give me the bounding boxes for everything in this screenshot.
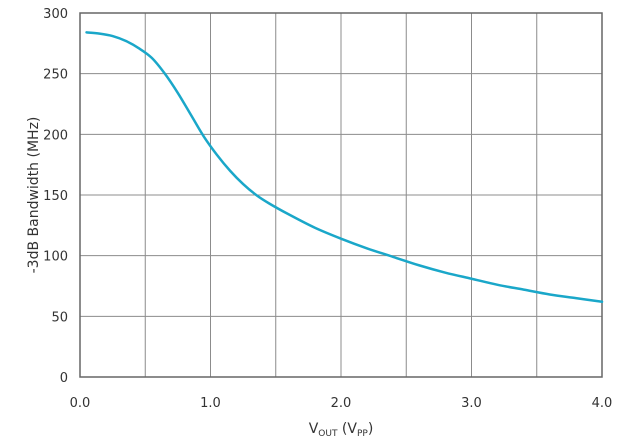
series-layer [85,31,604,304]
y-axis-label: -3dB Bandwidth (MHz) [26,117,42,274]
x-axis-label-paren-close: ) [368,421,373,437]
x-tick-label: 1.0 [200,396,221,411]
series-line [85,31,604,304]
x-tick-label: 4.0 [592,396,613,411]
plot-area-border [79,12,603,378]
y-axis-ticks: 0 50 100 150 200 250 300 [43,7,68,386]
x-tick-label: 3.0 [461,396,482,411]
y-tick-label: 100 [43,250,68,265]
x-axis-label: VOUT (VPP) [309,421,374,439]
x-axis-label-sub: OUT [318,429,338,439]
x-axis-ticks: 0.0 1.0 2.0 3.0 4.0 [70,396,613,411]
y-tick-label: 150 [43,189,68,204]
x-tick-label: 0.0 [70,396,91,411]
x-tick-label: 2.0 [331,396,352,411]
y-tick-label: 0 [60,371,68,386]
y-tick-label: 300 [43,7,68,22]
x-axis-label-main: V [309,421,319,437]
x-axis-label-paren-sub: PP [357,429,368,439]
y-tick-label: 50 [51,310,68,325]
y-tick-label: 250 [43,68,68,83]
y-tick-label: 200 [43,128,68,143]
x-axis-label-paren-open: (V [337,421,357,437]
